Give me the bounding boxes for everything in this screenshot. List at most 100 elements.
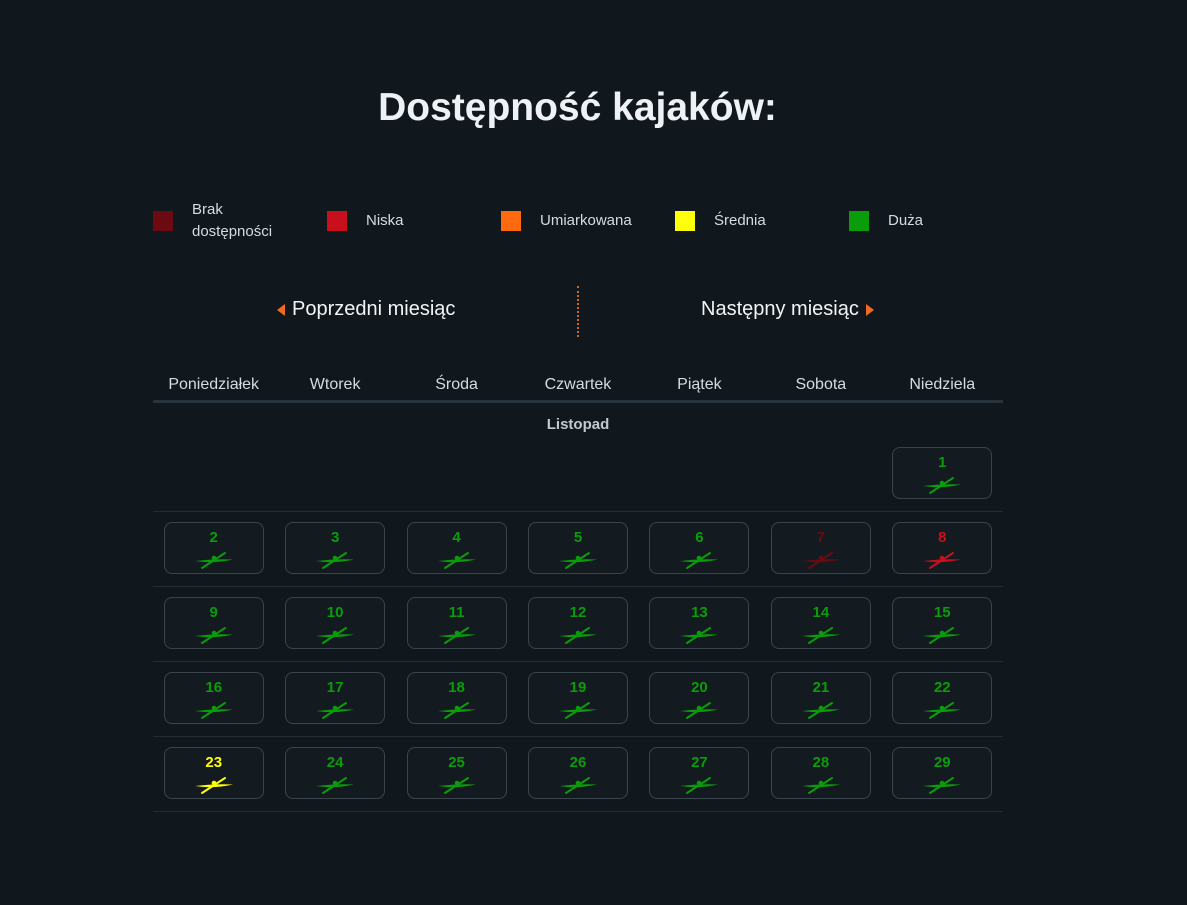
legend-label: Umiarkowana: [540, 212, 632, 229]
day-cell[interactable]: 11: [406, 597, 507, 649]
day-cell[interactable]: 12: [528, 597, 628, 649]
kayak-icon: [923, 627, 962, 644]
day-number: 26: [569, 754, 587, 771]
kayak-icon: [194, 702, 233, 719]
weekday-label: Niedziela: [909, 376, 976, 393]
day-number: 16: [205, 679, 223, 696]
kayak-icon: [559, 627, 597, 644]
day-cell[interactable]: 2: [163, 522, 264, 574]
kayak-icon: [680, 702, 719, 719]
month-label: Listopad: [546, 416, 610, 433]
day-number: 13: [691, 604, 708, 621]
kayak-icon: [194, 777, 233, 794]
kayak-icon: [801, 627, 840, 644]
kayak-icon: [801, 702, 840, 719]
day-number: 14: [812, 604, 830, 621]
row-divider: [153, 736, 1003, 737]
day-cell[interactable]: 14: [770, 597, 871, 649]
day-cell[interactable]: 5: [528, 522, 628, 574]
next-month-link[interactable]: Następny miesiąc: [701, 298, 874, 321]
day-number: 17: [326, 679, 344, 696]
day-number: 4: [452, 529, 461, 546]
day-cell[interactable]: 22: [892, 672, 993, 724]
legend-label: Niska: [366, 212, 404, 229]
day-number: 23: [205, 754, 223, 771]
kayak-icon: [923, 777, 962, 794]
day-number: 18: [448, 679, 465, 696]
legend-item: Brak dostępności: [153, 199, 287, 243]
day-cell[interactable]: 26: [528, 747, 628, 799]
day-cell[interactable]: 6: [649, 522, 750, 574]
day-cell[interactable]: 3: [285, 522, 386, 574]
day-cell[interactable]: 8: [892, 522, 993, 574]
legend-item: Niska: [327, 199, 404, 232]
weekday-label: Środa: [435, 376, 478, 393]
legend-swatch: [501, 211, 521, 231]
day-cell[interactable]: 24: [285, 747, 386, 799]
weekday-label: Sobota: [795, 376, 847, 393]
kayak-icon: [680, 777, 719, 794]
day-cell[interactable]: 20: [649, 672, 750, 724]
weekday-label: Wtorek: [309, 376, 361, 393]
day-cell[interactable]: 25: [406, 747, 507, 799]
day-number: 6: [695, 529, 704, 546]
day-number: 25: [448, 754, 465, 771]
day-cell[interactable]: 18: [406, 672, 507, 724]
day-number: 5: [573, 529, 583, 546]
day-cell[interactable]: 13: [649, 597, 750, 649]
day-number: 1: [938, 454, 947, 471]
day-number: 12: [569, 604, 587, 621]
kayak-icon: [923, 702, 962, 719]
day-number: 27: [691, 754, 708, 771]
day-cell[interactable]: 15: [892, 597, 993, 649]
kayak-icon: [680, 552, 719, 569]
day-cell[interactable]: 27: [649, 747, 750, 799]
legend-label: Duża: [888, 212, 924, 229]
kayak-icon: [680, 627, 719, 644]
kayak-icon: [437, 702, 476, 719]
day-number: 7: [816, 529, 826, 546]
legend-swatch: [849, 211, 869, 231]
prev-month-link[interactable]: Poprzedni miesiąc: [277, 298, 455, 321]
day-number: 19: [569, 679, 587, 696]
weekday-label: Czwartek: [544, 376, 612, 393]
legend-swatch: [327, 211, 347, 231]
kayak-icon: [923, 552, 962, 569]
next-month-label: Następny miesiąc: [701, 298, 859, 320]
day-cell[interactable]: 23: [163, 747, 264, 799]
day-cell[interactable]: 21: [770, 672, 871, 724]
day-number: 20: [691, 679, 708, 696]
day-cell[interactable]: 28: [770, 747, 871, 799]
page-title: Dostępność kajaków:: [378, 86, 777, 129]
kayak-icon: [559, 552, 597, 569]
day-number: 21: [812, 679, 830, 696]
row-divider: [153, 511, 1003, 512]
day-cell[interactable]: 9: [163, 597, 264, 649]
day-number: 22: [933, 679, 951, 696]
legend-swatch: [153, 211, 173, 231]
arrow-left-icon: [277, 303, 285, 316]
day-cell[interactable]: 10: [285, 597, 386, 649]
legend-swatch: [675, 211, 695, 231]
legend-item: Średnia: [675, 199, 766, 232]
kayak-icon: [923, 477, 962, 494]
day-cell[interactable]: 1: [892, 447, 993, 499]
day-number: 9: [209, 604, 218, 621]
day-cell[interactable]: 29: [892, 747, 993, 799]
day-number: 28: [812, 754, 830, 771]
kayak-icon: [559, 702, 597, 719]
legend-label: Średnia: [714, 212, 766, 229]
legend-label: Brak dostępności: [192, 201, 273, 240]
day-cell[interactable]: 17: [285, 672, 386, 724]
kayak-icon: [194, 627, 233, 644]
day-cell[interactable]: 19: [528, 672, 628, 724]
nav-divider: [577, 286, 579, 337]
legend-item: Duża: [849, 199, 923, 232]
day-cell[interactable]: 7: [770, 522, 871, 574]
day-number: 8: [938, 529, 947, 546]
weekday-label: Piątek: [677, 376, 722, 393]
kayak-icon: [437, 627, 476, 644]
day-cell[interactable]: 4: [406, 522, 507, 574]
day-cell[interactable]: 16: [163, 672, 264, 724]
